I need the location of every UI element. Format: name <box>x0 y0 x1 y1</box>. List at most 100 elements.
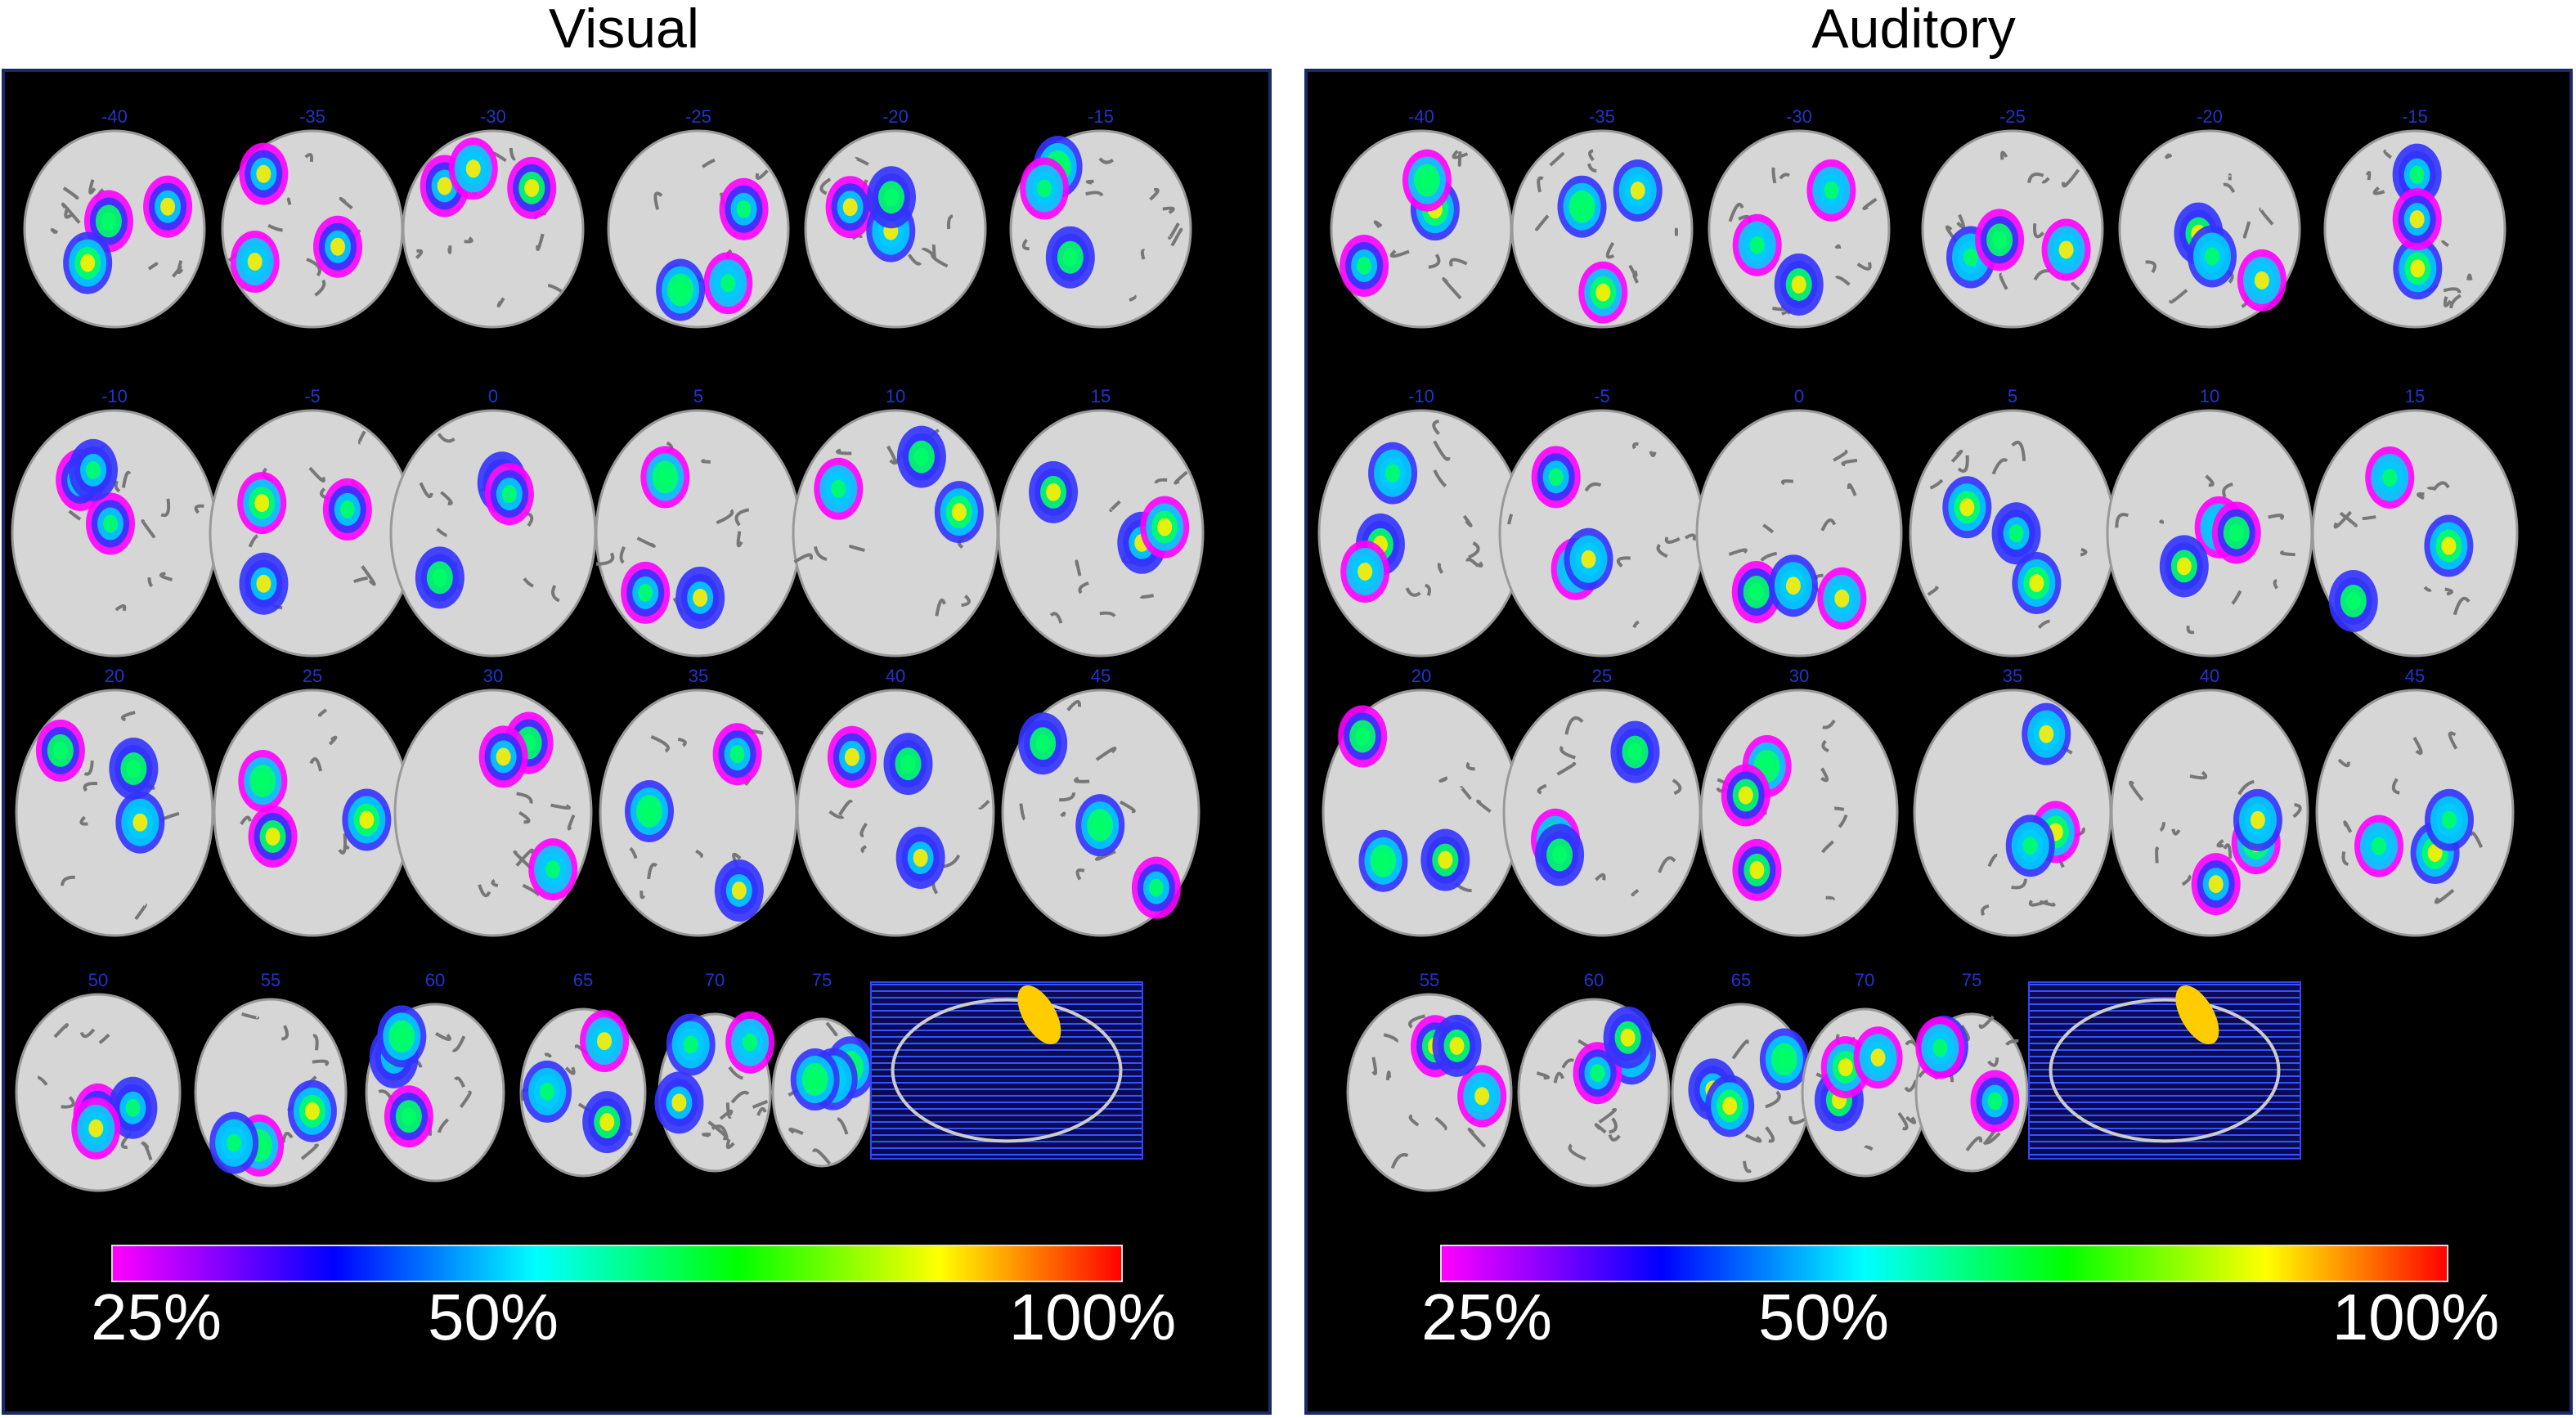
gyrus <box>240 815 252 825</box>
brain-tissue <box>796 689 995 937</box>
gyrus <box>2268 514 2285 521</box>
gyrus <box>309 757 323 772</box>
gyrus <box>2165 153 2173 159</box>
gyrus <box>551 585 560 603</box>
gyrus <box>267 223 283 232</box>
gyrus <box>2159 519 2165 524</box>
gyrus <box>1095 746 1117 761</box>
slice-label: -5 <box>304 386 321 406</box>
gyrus <box>1965 1136 1983 1151</box>
gyrus <box>2070 281 2080 291</box>
gyrus <box>2280 550 2296 557</box>
gyrus <box>1950 449 1963 463</box>
gyrus <box>2237 779 2255 796</box>
brain-slice <box>1322 689 1521 937</box>
gyrus <box>1371 1057 1378 1075</box>
brain-tissue <box>2110 689 2309 937</box>
gyrus <box>1584 482 1602 492</box>
slice-label: 35 <box>2003 666 2022 686</box>
gyrus <box>837 1117 849 1135</box>
gyrus <box>1433 469 1447 488</box>
activation-blob <box>1157 518 1173 536</box>
activation-blob <box>256 164 272 183</box>
gyrus <box>1468 541 1480 559</box>
gyrus <box>788 1127 804 1136</box>
gyrus <box>978 800 990 810</box>
slice-label: -35 <box>299 106 325 127</box>
slice-label: -15 <box>1088 106 1114 127</box>
brain-slice <box>1699 689 1899 937</box>
gyrus <box>1385 1070 1392 1081</box>
brain-slice <box>792 409 999 657</box>
gyrus <box>1560 745 1576 760</box>
activation-blob <box>1358 562 1373 581</box>
gyrus <box>1561 1058 1575 1069</box>
gyrus <box>2216 839 2224 848</box>
activation-blob <box>731 881 747 900</box>
brain-slice <box>1510 129 1694 329</box>
slice-label: -40 <box>101 106 128 127</box>
gyrus <box>1609 1117 1618 1134</box>
colorbar <box>111 1245 1123 1282</box>
gyrus <box>62 186 79 200</box>
slice-label: -30 <box>480 106 506 127</box>
gyrus <box>2223 182 2236 193</box>
gyrus <box>1408 1014 1425 1029</box>
gyrus <box>1564 716 1584 735</box>
brain-slice <box>2110 689 2309 937</box>
slice-label: 30 <box>1789 666 1809 686</box>
activation-blob <box>2039 725 2054 743</box>
gyrus <box>300 1143 319 1160</box>
gyrus <box>2041 177 2050 184</box>
activation-blob <box>1355 727 1371 746</box>
gyrus <box>1672 779 1682 795</box>
gyrus <box>53 1023 69 1039</box>
gyrus <box>357 430 366 445</box>
gyrus <box>711 1124 729 1141</box>
gyrus <box>1649 451 1657 458</box>
gyrus <box>286 197 292 205</box>
sagittal-view <box>2028 981 2301 1160</box>
gyrus <box>1098 157 1115 164</box>
gyrus <box>564 1066 576 1075</box>
gyrus <box>1452 150 1469 159</box>
activation-blob <box>1037 179 1052 198</box>
gyrus <box>1174 470 1188 485</box>
gyrus <box>1075 559 1082 577</box>
gyrus <box>596 552 615 566</box>
brain-slice <box>194 998 348 1187</box>
gyrus <box>2155 846 2160 864</box>
gyrus <box>1442 277 1462 300</box>
gyrus <box>828 810 845 819</box>
gyrus <box>1834 244 1842 249</box>
activation-blob <box>913 447 929 466</box>
brain-slice <box>1330 129 1513 329</box>
slice-label: 75 <box>812 970 832 990</box>
slice-label: 45 <box>1091 666 1111 686</box>
gyrus <box>141 519 156 539</box>
gyrus <box>736 531 743 548</box>
brain-slice <box>997 409 1205 657</box>
slice-label: 55 <box>261 970 280 990</box>
activation-blob <box>101 212 116 231</box>
slice-label: 30 <box>483 666 503 686</box>
activation-blob <box>1376 851 1391 870</box>
gyrus <box>1631 442 1639 450</box>
gyrus <box>523 577 534 588</box>
activation-blob <box>524 178 540 197</box>
brain-slice <box>1502 689 1702 937</box>
activation-blob <box>1595 283 1611 302</box>
gyrus <box>1389 249 1410 258</box>
brain-tissue <box>1695 409 1903 657</box>
gyrus <box>1405 587 1421 597</box>
activation-blob <box>1963 248 1979 267</box>
slice-label: -10 <box>101 386 128 406</box>
gyrus <box>478 884 491 898</box>
gyrus <box>1434 1116 1447 1131</box>
gyrus <box>1170 227 1183 247</box>
gyrus <box>544 1052 553 1058</box>
gyrus <box>1780 479 1794 486</box>
gyrus <box>1821 739 1829 753</box>
gyrus <box>98 1033 110 1044</box>
gyrus <box>907 254 922 266</box>
